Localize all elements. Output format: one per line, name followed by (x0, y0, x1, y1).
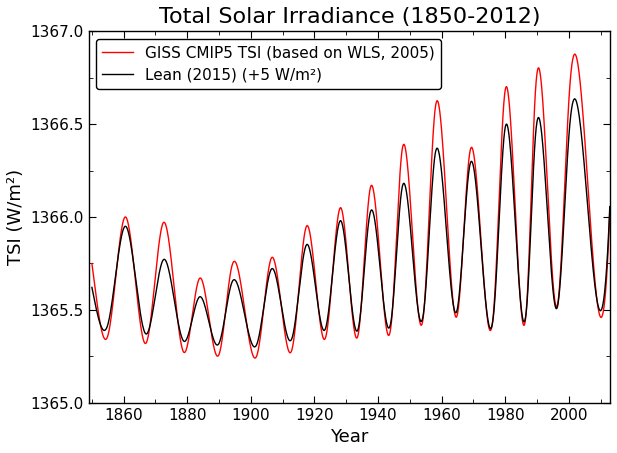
Lean (2015) (+5 W/m²) (465, 169, 473, 174)
X-axis label: Year: Year (330, 428, 368, 446)
Lean (2015) (+5 W/m²) (474, 199, 481, 205)
Y-axis label: TSI (W/m²): TSI (W/m²) (7, 169, 25, 265)
Lean (2015) (+5 W/m²) (571, 96, 578, 101)
Lean (2015) (+5 W/m²) (88, 284, 96, 290)
Lean (2015) (+5 W/m²) (429, 171, 437, 176)
Line: Lean (2015) (+5 W/m²): Lean (2015) (+5 W/m²) (92, 99, 610, 347)
Lean (2015) (+5 W/m²) (587, 246, 595, 252)
GISS CMIP5 TSI (based on WLS, 2005) (571, 51, 579, 57)
GISS CMIP5 TSI (based on WLS, 2005) (279, 313, 286, 319)
GISS CMIP5 TSI (based on WLS, 2005) (485, 324, 492, 330)
GISS CMIP5 TSI (based on WLS, 2005) (429, 132, 437, 137)
Lean (2015) (+5 W/m²) (606, 204, 613, 209)
Title: Total Solar Irradiance (1850-2012): Total Solar Irradiance (1850-2012) (159, 7, 540, 27)
GISS CMIP5 TSI (based on WLS, 2005) (606, 209, 613, 214)
GISS CMIP5 TSI (based on WLS, 2005) (251, 355, 259, 361)
Lean (2015) (+5 W/m²) (251, 344, 259, 350)
GISS CMIP5 TSI (based on WLS, 2005) (465, 157, 473, 162)
Legend: GISS CMIP5 TSI (based on WLS, 2005), Lean (2015) (+5 W/m²): GISS CMIP5 TSI (based on WLS, 2005), Lea… (96, 39, 441, 89)
GISS CMIP5 TSI (based on WLS, 2005) (587, 231, 595, 237)
GISS CMIP5 TSI (based on WLS, 2005) (474, 190, 481, 195)
Lean (2015) (+5 W/m²) (279, 311, 286, 316)
GISS CMIP5 TSI (based on WLS, 2005) (88, 261, 96, 266)
Line: GISS CMIP5 TSI (based on WLS, 2005): GISS CMIP5 TSI (based on WLS, 2005) (92, 54, 610, 358)
Lean (2015) (+5 W/m²) (485, 322, 492, 327)
